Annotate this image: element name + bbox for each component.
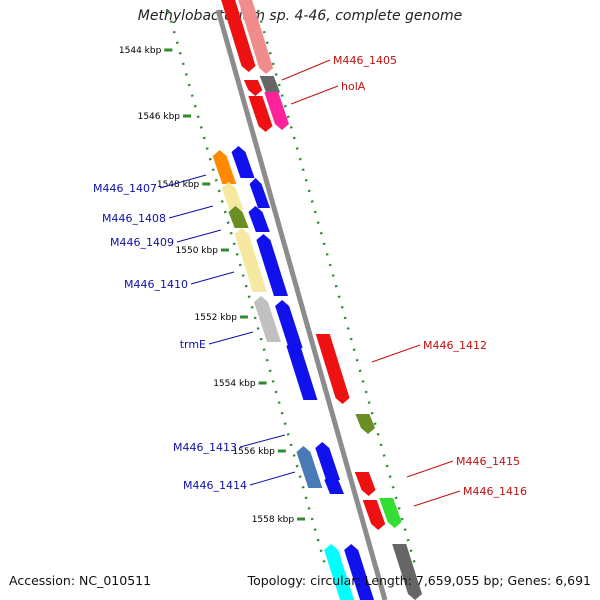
gene-feature-reverse [248, 206, 270, 232]
kbp-tick-label: 1556 kbp [232, 447, 275, 457]
gene-feature-forward [248, 96, 273, 132]
gene-label-line [159, 174, 207, 189]
gene-feature-reverse [221, 182, 244, 210]
outer-tick-ring [256, 9, 418, 571]
gene-label-line [239, 434, 286, 448]
gene-label-reverse: M446_1414 [183, 479, 247, 492]
kbp-tick-label: 1546 kbp [138, 112, 181, 122]
gene-feature-reverse [256, 234, 288, 296]
gene-feature-reverse [253, 296, 281, 342]
gene-label-reverse: M446_1407 [93, 182, 157, 195]
gene-feature-reverse [296, 446, 323, 488]
gene-label-reverse: M446_1408 [102, 212, 166, 225]
gene-label-line [168, 205, 214, 219]
gene-label-forward: M446_1412 [423, 339, 487, 352]
gene-feature-forward [355, 414, 376, 434]
inner-tick-ring [166, 9, 328, 571]
kbp-tick-label: 1550 kbp [176, 246, 219, 256]
gene-label-forward: M446_1415 [456, 455, 520, 468]
gene-feature-forward [379, 498, 402, 528]
gene-label-line [371, 344, 421, 363]
gene-feature-forward [362, 500, 386, 530]
gene-label-line [249, 471, 296, 486]
accession-text: Accession: NC_010511 [9, 573, 152, 588]
gene-label-forward: M446_1416 [463, 485, 527, 498]
gene-label-line [406, 460, 454, 478]
gene-label-line [290, 85, 339, 105]
kbp-tick-label: 1558 kbp [252, 515, 295, 525]
gene-feature-forward [264, 92, 289, 130]
gene-feature-reverse [315, 442, 341, 480]
genome-backbone [215, 9, 388, 600]
gene-feature-forward [221, 0, 256, 72]
gene-feature-reverse [344, 544, 375, 600]
gene-label-reverse: trmE [180, 338, 206, 351]
gene-label-reverse: M446_1413 [173, 441, 237, 454]
gene-feature-reverse [324, 544, 355, 600]
gene-label-forward: M446_1405 [333, 54, 397, 67]
gene-feature-reverse [286, 340, 318, 400]
gene-label-reverse: M446_1409 [110, 236, 174, 249]
topology-text: Topology: circular; Length: 7,659,055 bp… [247, 573, 591, 588]
gene-feature-reverse [275, 300, 303, 348]
gene-feature-reverse [234, 228, 267, 292]
kbp-tick-label: 1548 kbp [157, 180, 200, 190]
gene-label-line [190, 271, 235, 285]
gene-feature-forward [243, 80, 263, 96]
kbp-tick-label: 1552 kbp [195, 313, 238, 323]
gene-label-line [281, 59, 331, 81]
gene-feature-reverse [231, 146, 255, 178]
gene-feature-forward [354, 472, 376, 496]
gene-label-reverse: M446_1410 [124, 278, 188, 291]
kbp-tick-label: 1554 kbp [213, 379, 256, 389]
gene-feature-forward [392, 544, 423, 600]
gene-feature-forward [238, 0, 274, 74]
gene-feature-reverse [249, 178, 271, 208]
kbp-tick-label: 1544 kbp [119, 46, 162, 56]
gene-feature-reverse [212, 150, 237, 184]
gene-label-line [176, 229, 222, 243]
gene-feature-forward [315, 334, 350, 404]
gene-feature-reverse [324, 474, 345, 494]
gene-label-line [413, 490, 461, 507]
gene-feature-reverse [228, 206, 249, 228]
gene-label-line [208, 331, 254, 345]
gene-label-forward: holA [341, 80, 366, 93]
